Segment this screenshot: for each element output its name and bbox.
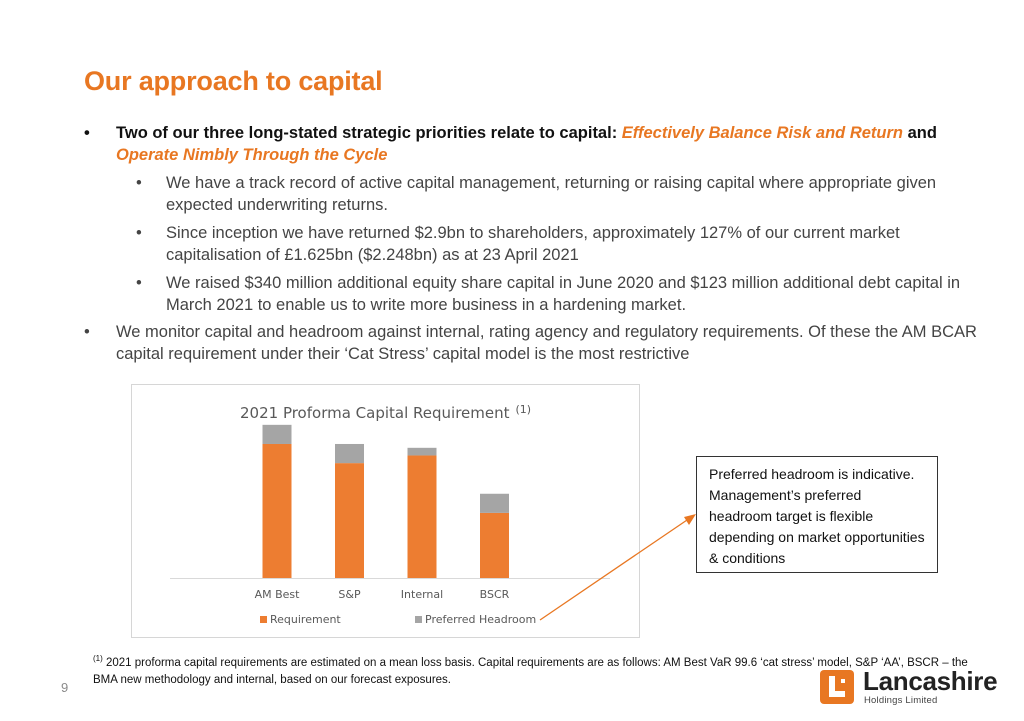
priorities-intro: Two of our three long-stated strategic p…	[116, 124, 622, 142]
bullet-monitor-capital: • We monitor capital and headroom agains…	[84, 321, 994, 365]
sub-bullet-track-record: • We have a track record of active capit…	[84, 172, 994, 216]
x-tick-label: Internal	[401, 588, 443, 601]
connector-line	[539, 517, 691, 621]
legend-label: Requirement	[270, 613, 341, 626]
bar-headroom	[407, 447, 437, 456]
legend-swatch	[415, 616, 422, 623]
bar-requirement	[335, 463, 364, 578]
bullet-dot: •	[136, 224, 142, 242]
bullet-list: • Two of our three long-stated strategic…	[84, 122, 994, 365]
bullet-dot: •	[84, 124, 90, 142]
sub-bullet-returned-capital: • Since inception we have returned $2.9b…	[84, 222, 994, 266]
chart-title-superscript: (1)	[516, 403, 532, 416]
priorities-joiner: and	[903, 124, 937, 142]
bar-headroom	[335, 443, 364, 464]
chart-title-text: 2021 Proforma Capital Requirement	[240, 404, 510, 422]
legend-label: Preferred Headroom	[425, 613, 536, 626]
bullet-dot: •	[136, 174, 142, 192]
sub-bullet-text: Since inception we have returned $2.9bn …	[166, 224, 900, 264]
bar-requirement	[262, 443, 292, 578]
chart-title: 2021 Proforma Capital Requirement (1)	[240, 403, 531, 422]
logo-subtitle: Holdings Limited	[864, 695, 938, 706]
page-number: 9	[61, 680, 69, 695]
footnote-text: 2021 proforma capital requirements are e…	[93, 656, 968, 686]
bullet-dot: •	[84, 323, 90, 341]
bar-requirement	[480, 512, 509, 578]
x-tick-label: BSCR	[480, 588, 510, 601]
bar-requirement	[407, 455, 437, 578]
headroom-callout: Preferred headroom is indicative. Manage…	[696, 456, 938, 573]
connector-arrowhead	[684, 514, 696, 525]
bullet-dot: •	[136, 274, 142, 292]
footnote: (1) 2021 proforma capital requirements a…	[93, 650, 973, 689]
bullet-strategic-priorities: • Two of our three long-stated strategic…	[84, 122, 994, 166]
priority-operate-nimbly: Operate Nimbly Through the Cycle	[116, 146, 388, 164]
footnote-marker: (1)	[93, 654, 103, 663]
company-logo: Lancashire Holdings Limited	[820, 666, 1010, 708]
logo-mark-icon	[820, 670, 854, 704]
bar-headroom	[480, 493, 509, 513]
slide-title: Our approach to capital	[84, 66, 383, 96]
x-tick-label: S&P	[338, 588, 361, 601]
bar-headroom	[262, 424, 292, 444]
chart-svg: 2021 Proforma Capital Requirement (1) AM …	[170, 403, 610, 626]
sub-bullet-text: We have a track record of active capital…	[166, 174, 937, 214]
bullet-text: We monitor capital and headroom against …	[116, 323, 977, 363]
priority-balance-risk: Effectively Balance Risk and Return	[621, 124, 903, 142]
logo-wordmark: Lancashire	[863, 666, 998, 696]
sub-bullet-text: We raised $340 million additional equity…	[166, 274, 961, 314]
capital-requirement-chart: 2021 Proforma Capital Requirement (1) AM …	[131, 384, 640, 638]
legend-swatch	[260, 616, 267, 623]
sub-bullet-raised-capital: • We raised $340 million additional equi…	[84, 272, 994, 316]
x-tick-label: AM Best	[255, 588, 301, 601]
